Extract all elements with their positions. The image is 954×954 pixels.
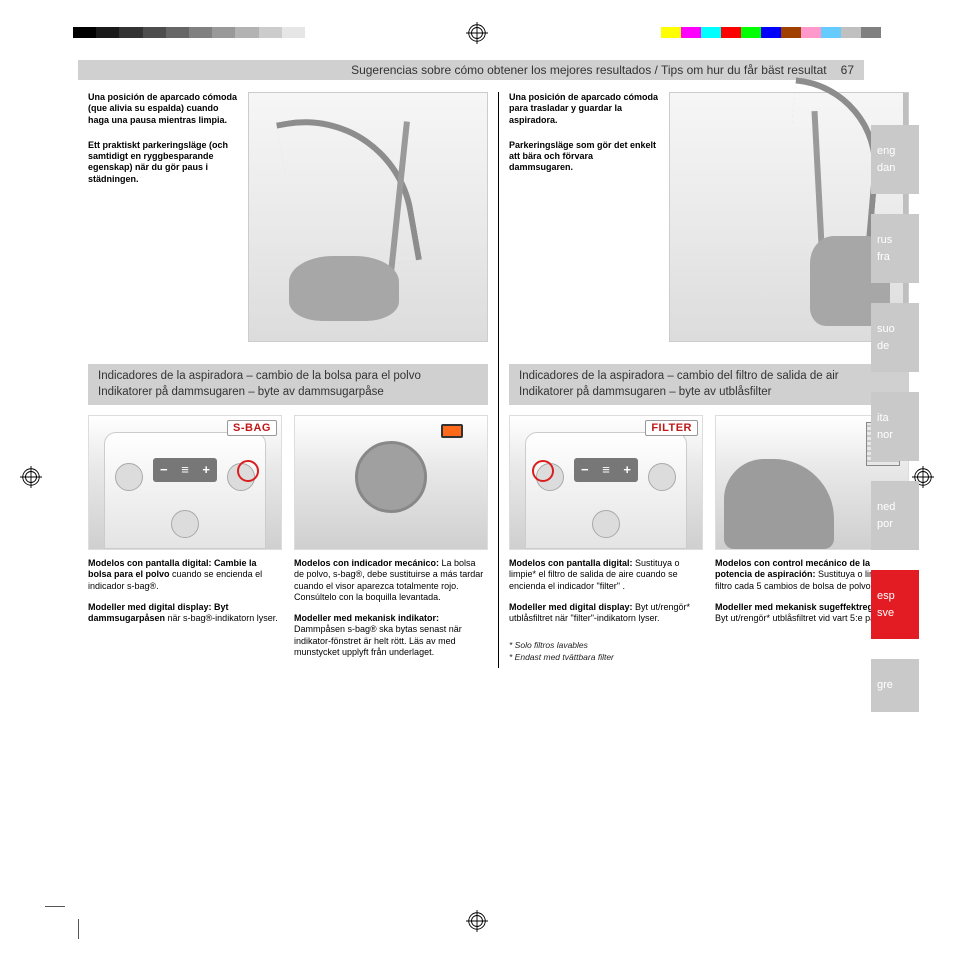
color-swatch xyxy=(721,27,741,38)
color-swatch xyxy=(259,27,282,38)
color-swatch xyxy=(305,27,328,38)
color-swatch xyxy=(681,27,701,38)
color-swatch xyxy=(761,27,781,38)
page-number: 67 xyxy=(841,63,854,77)
color-swatch xyxy=(861,27,881,38)
color-swatch xyxy=(235,27,258,38)
digital-filter-illustration: −≡+ FILTER xyxy=(509,415,703,550)
column-left: Una posición de aparcado cómoda (que ali… xyxy=(78,92,498,668)
greyscale-colorbar xyxy=(73,27,328,38)
color-swatch xyxy=(73,27,96,38)
color-swatch xyxy=(166,27,189,38)
color-swatch xyxy=(143,27,166,38)
parking-pause-illustration xyxy=(248,92,488,342)
content-columns: Una posición de aparcado cómoda (que ali… xyxy=(78,92,919,668)
mechanical-sbag-illustration xyxy=(294,415,488,550)
language-tabs: engdan rusfra suode itanor nedpor espsve gre xyxy=(871,125,919,712)
lang-tab-eng[interactable]: engdan xyxy=(871,125,919,194)
lang-tab-rus[interactable]: rusfra xyxy=(871,214,919,283)
crop-mark-icon xyxy=(45,896,65,916)
color-swatch xyxy=(212,27,235,38)
filter-badge: FILTER xyxy=(645,420,698,436)
registration-mark-icon xyxy=(20,466,42,488)
color-swatch xyxy=(282,27,305,38)
registration-mark-icon xyxy=(466,22,488,44)
parking-storage-text: Una posición de aparcado cómoda para tra… xyxy=(509,92,659,352)
footnotes: * Solo filtros lavables * Endast med tvä… xyxy=(509,640,909,664)
color-swatch xyxy=(189,27,212,38)
sbag-badge: S-BAG xyxy=(227,420,277,436)
lang-tab-ned[interactable]: nedpor xyxy=(871,481,919,550)
digital-sbag-text: Modelos con pantalla digital: Cambie la … xyxy=(88,558,282,624)
page-body: Sugerencias sobre cómo obtener los mejor… xyxy=(78,60,919,899)
color-swatch xyxy=(661,27,681,38)
lang-tab-esp[interactable]: espsve xyxy=(871,570,919,639)
color-swatch xyxy=(841,27,861,38)
lang-tab-ita[interactable]: itanor xyxy=(871,392,919,461)
registration-mark-icon xyxy=(466,910,488,932)
color-swatch xyxy=(801,27,821,38)
digital-filter-text: Modelos con pantalla digital: Sustituya … xyxy=(509,558,703,624)
page-header: Sugerencias sobre cómo obtener los mejor… xyxy=(78,60,864,80)
color-swatch xyxy=(781,27,801,38)
section-dustbag: Indicadores de la aspiradora – cambio de… xyxy=(88,364,488,405)
crop-mark-icon xyxy=(68,919,88,939)
color-swatch xyxy=(119,27,142,38)
lang-tab-gre[interactable]: gre xyxy=(871,659,919,712)
color-swatch xyxy=(741,27,761,38)
section-filter: Indicadores de la aspiradora – cambio de… xyxy=(509,364,909,405)
page-title: Sugerencias sobre cómo obtener los mejor… xyxy=(351,63,827,77)
lang-tab-suo[interactable]: suode xyxy=(871,303,919,372)
color-swatch xyxy=(96,27,119,38)
parking-pause-text: Una posición de aparcado cómoda (que ali… xyxy=(88,92,238,352)
mechanical-sbag-text: Modelos con indicador mecánico: La bolsa… xyxy=(294,558,488,658)
color-swatch xyxy=(701,27,721,38)
process-colorbar xyxy=(661,27,881,38)
digital-sbag-illustration: −≡+ S-BAG xyxy=(88,415,282,550)
column-right: Una posición de aparcado cómoda para tra… xyxy=(498,92,919,668)
color-swatch xyxy=(821,27,841,38)
